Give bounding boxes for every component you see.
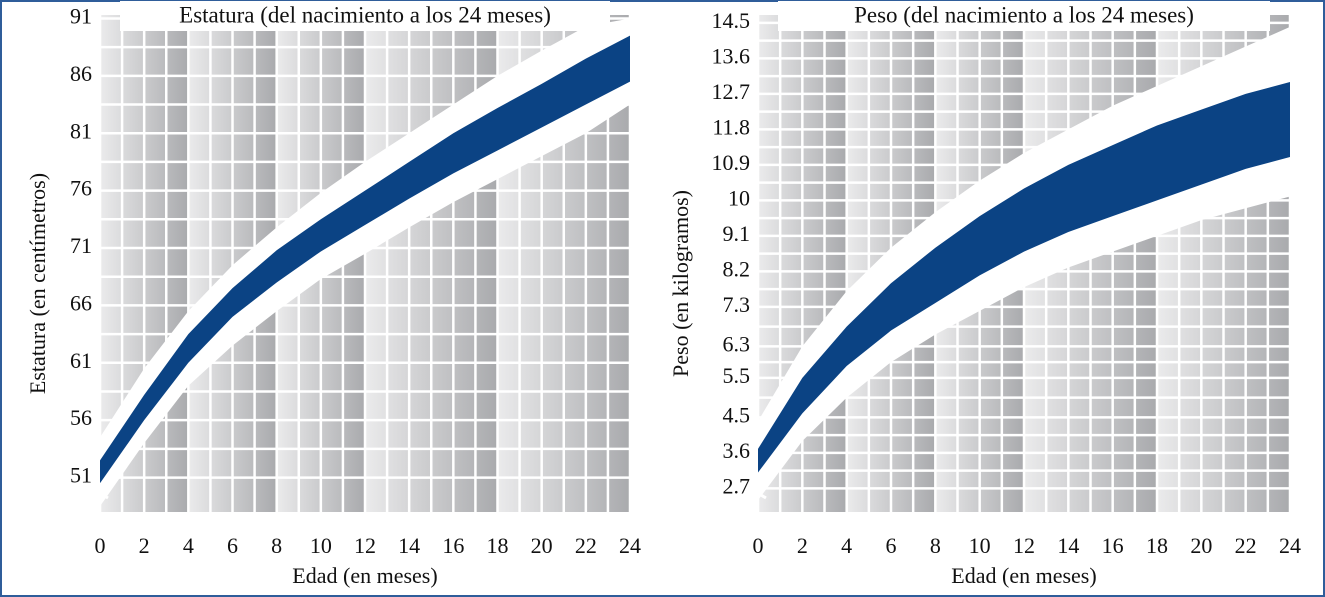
y-tick-label: 66 [70,290,92,315]
y-tick-label: 56 [70,405,92,430]
x-tick-label: 2 [797,533,808,558]
x-tick-label: 6 [227,533,238,558]
y-tick-label: 6.3 [723,331,751,356]
chart-title: Estatura (del nacimiento a los 24 meses) [179,2,551,27]
x-tick-label: 20 [531,533,553,558]
x-tick-label: 20 [1190,533,1212,558]
y-tick-label: 12.7 [712,79,751,104]
x-tick-label: 10 [310,533,332,558]
x-tick-label: 22 [1235,533,1257,558]
title-backing [120,1,610,31]
x-tick-label: 18 [487,533,509,558]
x-tick-label: 8 [930,533,941,558]
x-tick-label: 16 [1102,533,1124,558]
x-tick-label: 0 [95,533,106,558]
y-axis-label: Estatura (en centímetros) [25,173,50,394]
band-area [758,82,1290,473]
x-tick-label: 14 [1057,533,1079,558]
y-tick-label: 10.9 [712,150,751,175]
y-tick-label: 76 [70,176,92,201]
y-tick-label: 5.5 [723,363,751,388]
x-tick-label: 14 [398,533,420,558]
y-tick-label: 9.1 [723,221,751,246]
x-tick-label: 16 [442,533,464,558]
title-backing [778,1,1270,31]
x-tick-label: 2 [139,533,150,558]
y-tick-label: 51 [70,463,92,488]
x-tick-label: 0 [753,533,764,558]
y-tick-label: 11.8 [712,114,750,139]
x-tick-label: 8 [271,533,282,558]
y-tick-label: 2.7 [723,473,751,498]
y-tick-label: 91 [70,3,92,28]
y-tick-label: 3.6 [723,438,751,463]
y-tick-label: 4.5 [723,402,751,427]
x-tick-label: 12 [354,533,376,558]
x-tick-label: 22 [575,533,597,558]
y-axis-label: Peso (en kilogramos) [668,190,693,377]
axis-break [94,480,110,500]
x-tick-label: 24 [619,533,641,558]
x-tick-label: 10 [969,533,991,558]
y-tick-label: 86 [70,61,92,86]
band-area [100,35,630,484]
y-tick-label: 61 [70,348,92,373]
x-tick-label: 12 [1013,533,1035,558]
y-tick-label: 14.5 [712,8,751,33]
y-tick-label: 7.3 [723,292,751,317]
x-tick-label: 4 [841,533,852,558]
y-tick-label: 71 [70,233,92,258]
chart-title: Peso (del nacimiento a los 24 meses) [854,2,1194,27]
x-tick-label: 6 [886,533,897,558]
x-axis-label: Edad (en meses) [951,563,1096,588]
y-tick-label: 8.2 [723,256,751,281]
x-axis-label: Edad (en meses) [292,563,437,588]
axis-break [752,480,768,500]
x-tick-label: 24 [1279,533,1301,558]
x-tick-label: 4 [183,533,194,558]
y-tick-label: 10 [728,185,750,210]
y-tick-label: 13.6 [712,43,751,68]
x-tick-label: 18 [1146,533,1168,558]
y-tick-label: 81 [70,118,92,143]
